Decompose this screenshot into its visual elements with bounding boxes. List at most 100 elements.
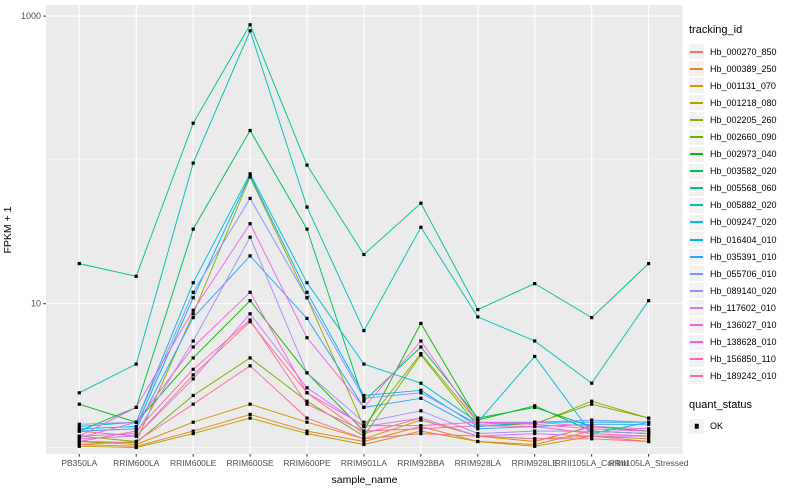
data-point xyxy=(647,427,651,431)
data-point xyxy=(590,432,594,436)
legend-item-label: Hb_016404_010 xyxy=(710,234,777,245)
data-point xyxy=(305,371,309,375)
data-point xyxy=(191,121,195,125)
data-point xyxy=(362,429,366,433)
legend-item-Hb_005882_020: Hb_005882_020 xyxy=(689,197,800,214)
legend-item-label: Hb_003582_020 xyxy=(710,166,777,177)
data-point xyxy=(248,299,252,303)
data-point xyxy=(77,402,81,406)
data-point xyxy=(419,418,423,422)
legend-item-Hb_005568_060: Hb_005568_060 xyxy=(689,180,800,197)
data-point xyxy=(248,364,252,368)
data-point xyxy=(248,402,252,406)
legend-item-label: Hb_002973_040 xyxy=(710,149,777,160)
data-point xyxy=(305,316,309,320)
data-point xyxy=(305,386,309,390)
data-point xyxy=(134,274,138,278)
legend-item-Hb_003582_020: Hb_003582_020 xyxy=(689,163,800,180)
legend-item-label: Hb_000270_850 xyxy=(710,46,777,57)
y-tick-label: 1000 xyxy=(21,11,41,21)
data-point xyxy=(248,254,252,258)
data-point xyxy=(362,362,366,366)
legend-title-tracking-id: tracking_id xyxy=(689,24,743,36)
legend-key-line xyxy=(689,232,704,248)
legend-key-line xyxy=(689,95,704,111)
legend-item-label: Hb_001218_080 xyxy=(710,97,777,108)
legend-line-swatch xyxy=(690,118,703,121)
legend-key-line xyxy=(689,317,704,333)
legend-key-line xyxy=(689,61,704,77)
data-point xyxy=(305,290,309,294)
data-point xyxy=(419,424,423,428)
legend-item-label: Hb_089140_020 xyxy=(710,285,777,296)
legend-key-line xyxy=(689,214,704,230)
x-axis-title: sample_name xyxy=(331,474,398,486)
legend-item-label: Hb_009247_020 xyxy=(710,217,777,228)
legend-key-line xyxy=(689,78,704,94)
legend-item-label: Hb_055706_010 xyxy=(710,268,777,279)
data-point xyxy=(191,402,195,406)
data-point xyxy=(476,416,480,420)
data-point xyxy=(476,424,480,428)
data-point xyxy=(134,424,138,429)
data-point xyxy=(590,424,594,429)
data-point xyxy=(248,416,252,420)
data-point xyxy=(248,235,252,239)
legend-key-line xyxy=(689,368,704,384)
data-point xyxy=(362,437,366,441)
data-point xyxy=(248,356,252,360)
legend-key-line xyxy=(689,112,704,128)
data-point xyxy=(419,429,423,433)
data-point xyxy=(248,312,252,316)
data-point xyxy=(248,412,252,416)
legend-line-swatch xyxy=(690,289,703,292)
data-point xyxy=(362,420,366,424)
data-point xyxy=(362,439,366,444)
data-point xyxy=(191,377,195,381)
data-point xyxy=(77,391,81,395)
data-point xyxy=(419,388,423,392)
legend: tracking_id Hb_000270_850 Hb_000389_250 Hb… xyxy=(689,24,800,435)
legend-key-line xyxy=(689,334,704,350)
legend-item-label: Hb_002205_260 xyxy=(710,114,777,125)
legend-key-line xyxy=(689,163,704,179)
legend-item-label: OK xyxy=(710,421,724,432)
data-point xyxy=(191,290,195,294)
data-point xyxy=(77,262,81,266)
data-point xyxy=(590,381,594,385)
legend-line-swatch xyxy=(690,101,703,104)
data-point xyxy=(191,161,195,165)
legend-line-swatch xyxy=(690,221,703,224)
data-point xyxy=(191,429,195,433)
x-tick-label: RRIM928LA xyxy=(455,458,502,468)
legend-key-line xyxy=(689,300,704,316)
data-point xyxy=(533,439,537,444)
legend-item-label: Hb_005882_020 xyxy=(710,200,777,211)
x-tick-label: RRIM600SE xyxy=(226,458,274,468)
data-point xyxy=(305,296,309,300)
data-point xyxy=(77,436,81,440)
data-point xyxy=(305,281,309,285)
legend-key-line xyxy=(689,129,704,145)
data-point xyxy=(533,422,537,426)
data-point xyxy=(191,227,195,231)
legend-line-swatch xyxy=(690,238,703,241)
data-point xyxy=(590,418,594,422)
legend-line-swatch xyxy=(690,67,703,70)
legend-line-swatch xyxy=(690,324,703,327)
data-point xyxy=(362,424,366,428)
data-point xyxy=(533,420,537,424)
legend-line-swatch xyxy=(690,375,703,378)
legend-item-label: Hb_136027_010 xyxy=(710,320,777,331)
data-point xyxy=(191,432,195,436)
legend-item-Hb_001131_070: Hb_001131_070 xyxy=(689,77,800,94)
data-point xyxy=(305,402,309,406)
data-point xyxy=(647,439,651,444)
data-point xyxy=(305,420,309,424)
data-point xyxy=(533,432,537,436)
data-point xyxy=(191,296,195,300)
legend-line-swatch xyxy=(690,341,703,344)
data-point xyxy=(248,196,252,200)
